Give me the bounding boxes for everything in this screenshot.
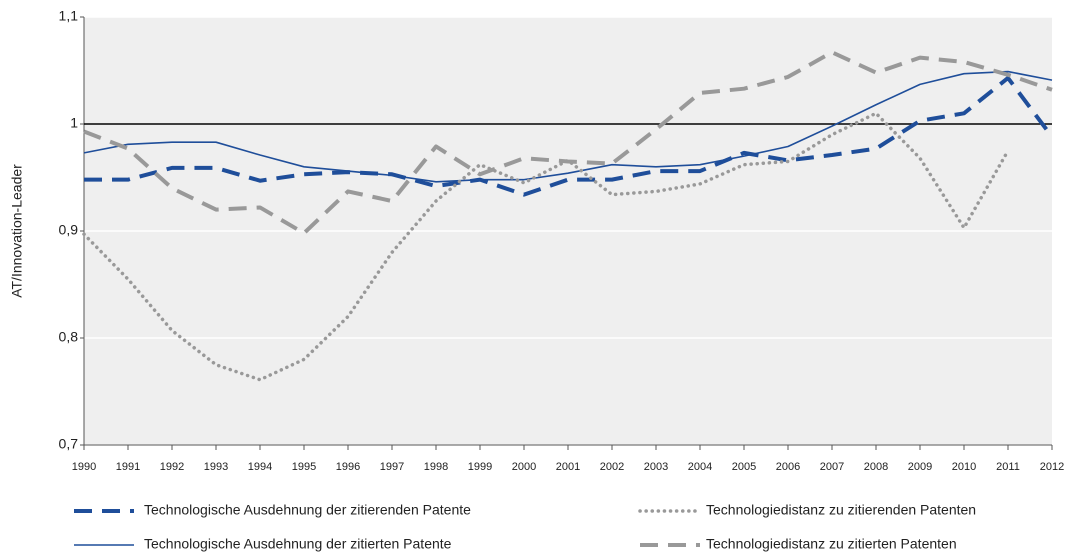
x-tick-label: 2000 (512, 461, 536, 473)
y-tick-label: 1 (70, 115, 78, 131)
x-tick-label: 1993 (204, 461, 228, 473)
x-tick-label: 1999 (468, 461, 492, 473)
x-tick-label: 2003 (644, 461, 668, 473)
x-tick-label: 2012 (1040, 461, 1064, 473)
series-line (84, 75, 1054, 197)
x-tick-label: 1996 (336, 461, 360, 473)
series-line (82, 111, 1010, 382)
y-axis-label: AT/Innovation-Leader (9, 164, 25, 298)
x-tick-label: 2008 (864, 461, 888, 473)
legend-label: Technologiedistanz zu zitierten Patenten (706, 536, 957, 552)
x-tick-label: 2007 (820, 461, 844, 473)
legend-label: Technologische Ausdehnung der zitierten … (144, 536, 452, 552)
x-tick-label: 1994 (248, 461, 272, 473)
x-tick-label: 1991 (116, 461, 140, 473)
x-tick-label: 2010 (952, 461, 976, 473)
x-tick-label: 1990 (72, 461, 96, 473)
y-tick-label: 0,8 (59, 329, 79, 345)
x-tick-label: 2009 (908, 461, 932, 473)
legend-label: Technologiedistanz zu zitierenden Patent… (706, 502, 976, 518)
x-tick-label: 1998 (424, 461, 448, 473)
x-tick-label: 2002 (600, 461, 624, 473)
legend-label: Technologische Ausdehnung der zitierende… (144, 502, 471, 518)
x-tick-label: 2005 (732, 461, 756, 473)
x-tick-label: 2006 (776, 461, 800, 473)
x-tick-label: 1997 (380, 461, 404, 473)
x-tick-label: 2011 (996, 461, 1020, 473)
x-tick-label: 1992 (160, 461, 184, 473)
x-tick-label: 2001 (556, 461, 580, 473)
y-tick-label: 1,1 (59, 8, 79, 24)
series-line (83, 70, 1053, 183)
x-tick-label: 1995 (292, 461, 316, 473)
x-tick-label: 2004 (688, 461, 712, 473)
y-tick-label: 0,9 (59, 222, 79, 238)
y-tick-label: 0,7 (59, 436, 79, 452)
series-line (83, 50, 1053, 236)
